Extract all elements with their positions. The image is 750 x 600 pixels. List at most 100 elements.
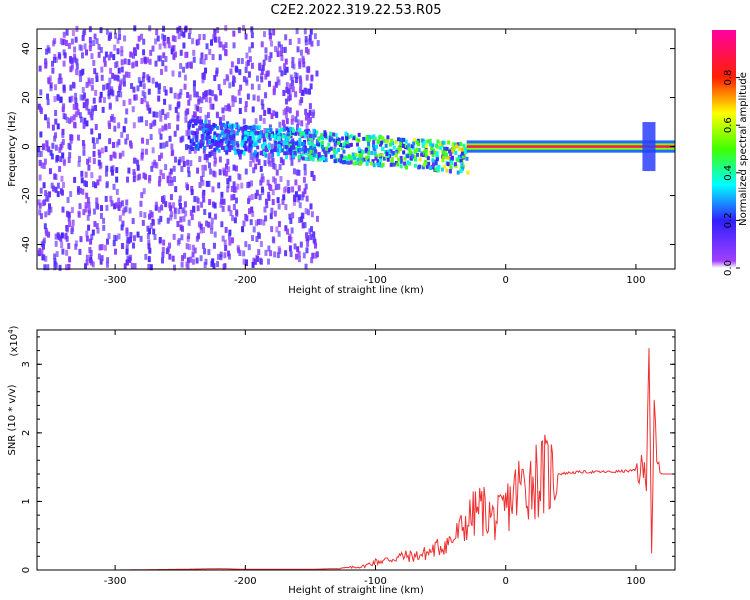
spectrogram-noise-cell bbox=[67, 157, 71, 164]
spectrogram-noise-cell bbox=[199, 227, 203, 234]
spectrogram-band-cell bbox=[396, 149, 400, 154]
spectrogram-noise-cell bbox=[68, 117, 72, 124]
spectrogram-noise-cell bbox=[289, 154, 293, 161]
spectrogram-noise-cell bbox=[127, 59, 131, 66]
spectrogram-noise-cell bbox=[126, 259, 130, 266]
spectrogram-band-cell bbox=[223, 124, 227, 129]
spectrogram-noise-cell bbox=[171, 35, 175, 42]
spectrogram-noise-cell bbox=[310, 171, 314, 178]
spectrogram-noise-cell bbox=[113, 234, 117, 241]
spectrogram-band-cell bbox=[209, 144, 213, 149]
spectrogram-noise-cell bbox=[140, 192, 144, 199]
spectrogram-noise-cell bbox=[218, 169, 222, 176]
spectrogram-band-cell bbox=[414, 148, 418, 153]
spectrogram-noise-cell bbox=[123, 263, 127, 270]
spectrogram-noise-cell bbox=[164, 56, 168, 63]
spectrogram-band-cell bbox=[444, 150, 448, 155]
spectrogram-noise-cell bbox=[105, 165, 109, 172]
spectrogram-band-cell bbox=[456, 158, 460, 163]
spectrogram-noise-cell bbox=[251, 261, 255, 268]
spectrogram-band-cell bbox=[435, 151, 439, 156]
spectrogram-band-cell bbox=[196, 143, 200, 148]
spectrogram-band-cell bbox=[217, 136, 221, 141]
spectrogram-noise-cell bbox=[165, 248, 169, 255]
spectrogram-noise-cell bbox=[70, 207, 74, 214]
spectrogram-noise-cell bbox=[94, 182, 98, 189]
spectrogram-noise-cell bbox=[81, 94, 85, 101]
spectrogram-noise-cell bbox=[62, 49, 66, 56]
spectrogram-noise-cell bbox=[120, 242, 124, 249]
spectrogram-band-cell bbox=[459, 169, 463, 174]
spectrogram-noise-cell bbox=[140, 154, 144, 161]
spectrogram-noise-cell bbox=[213, 231, 217, 238]
spectrogram-band-cell bbox=[310, 142, 314, 147]
spectrogram-noise-cell bbox=[140, 33, 144, 40]
spectrogram-noise-cell bbox=[42, 254, 46, 261]
spectrogram-noise-cell bbox=[141, 90, 145, 97]
spectrogram-noise-cell bbox=[234, 197, 238, 204]
spectrogram-noise-cell bbox=[56, 123, 60, 130]
spectrogram-noise-cell bbox=[307, 112, 311, 119]
spectrogram-noise-cell bbox=[73, 122, 77, 129]
spectrogram-band-cell bbox=[202, 133, 206, 138]
spectrogram-noise-cell bbox=[72, 114, 76, 121]
spectrogram-noise-cell bbox=[86, 214, 90, 221]
spectrogram-band-cell bbox=[424, 159, 428, 164]
spectrogram-noise-cell bbox=[129, 236, 133, 243]
spectrogram-noise-cell bbox=[239, 84, 243, 91]
spectrogram-band-cell bbox=[269, 128, 273, 133]
spectrogram-noise-cell bbox=[110, 86, 114, 93]
spectrogram-noise-cell bbox=[144, 173, 148, 180]
spectrogram-band-cell bbox=[260, 150, 264, 155]
spectrogram-band-cell bbox=[246, 125, 250, 130]
spectrogram-noise-cell bbox=[242, 250, 246, 257]
spectrogram-noise-cell bbox=[99, 212, 103, 219]
spectrogram-band-cell bbox=[253, 140, 257, 145]
spectrogram-band-cell bbox=[305, 151, 309, 156]
spectrogram-band-cell bbox=[297, 155, 301, 160]
spectrogram-noise-cell bbox=[202, 74, 206, 81]
spectrogram-band-cell bbox=[457, 146, 461, 151]
spectrogram-band-cell bbox=[431, 165, 435, 170]
spectrogram-noise-cell bbox=[279, 157, 283, 164]
spectrogram-band-cell bbox=[425, 143, 429, 148]
spectrogram-noise-cell bbox=[158, 175, 162, 182]
spectrogram-noise-cell bbox=[191, 244, 195, 251]
spectrogram-noise-cell bbox=[95, 223, 99, 230]
spectrogram-noise-cell bbox=[291, 212, 295, 219]
spectrogram-band-cell bbox=[352, 136, 356, 141]
spectrogram-noise-cell bbox=[78, 187, 82, 194]
spectrogram-noise-cell bbox=[185, 51, 189, 58]
spectrogram-band-cell bbox=[394, 151, 398, 156]
spectrogram-noise-cell bbox=[195, 91, 199, 98]
spectrogram-noise-cell bbox=[294, 191, 298, 198]
spectrogram-noise-cell bbox=[200, 201, 204, 208]
spectrogram-band-cell bbox=[337, 158, 341, 163]
spectrogram-noise-cell bbox=[292, 168, 296, 175]
spectrogram-noise-cell bbox=[122, 125, 126, 132]
spectrogram-band-cell bbox=[347, 155, 351, 160]
spectrogram-noise-cell bbox=[196, 105, 200, 112]
spectrogram-noise-cell bbox=[305, 123, 309, 130]
spectrogram-noise-cell bbox=[104, 195, 108, 202]
spectrogram-noise-cell bbox=[117, 139, 121, 146]
spectrogram-band-cell bbox=[229, 144, 233, 149]
spectrogram-noise-cell bbox=[195, 196, 199, 203]
snr-multiplier: (x104) bbox=[7, 325, 20, 356]
spectrogram-noise-cell bbox=[68, 221, 72, 228]
spectrogram-noise-cell bbox=[170, 143, 174, 150]
spectrogram-band-cell bbox=[293, 150, 297, 155]
spectrogram-noise-cell bbox=[267, 191, 271, 198]
spectrogram-noise-cell bbox=[69, 191, 73, 198]
spectrogram-noise-cell bbox=[137, 77, 141, 84]
spectrogram-noise-cell bbox=[69, 137, 73, 144]
spectrogram-noise-cell bbox=[71, 81, 75, 88]
spectrogram-noise-cell bbox=[115, 95, 119, 102]
spectrogram-noise-cell bbox=[308, 38, 312, 45]
spectrogram-noise-cell bbox=[214, 157, 218, 164]
spectrogram-noise-cell bbox=[115, 141, 119, 148]
spectrogram-noise-cell bbox=[73, 46, 77, 53]
spectrogram-band-cell bbox=[380, 140, 384, 145]
spectrogram-noise-cell bbox=[227, 233, 231, 240]
spectrogram-noise-cell bbox=[192, 111, 196, 118]
